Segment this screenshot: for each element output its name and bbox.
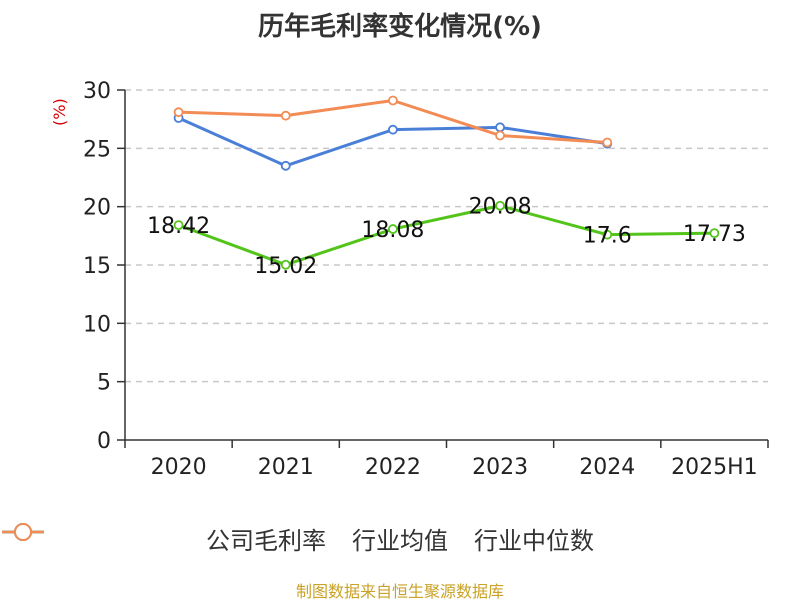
data-point — [495, 122, 505, 133]
x-tick-label: 2021 — [258, 455, 314, 480]
data-label: 17.6 — [583, 224, 632, 249]
y-tick-label: 25 — [83, 137, 111, 162]
legend-item[interactable]: 行业均值 — [2, 521, 448, 556]
y-tick-label: 20 — [83, 196, 111, 221]
series-points — [173, 95, 720, 270]
data-point — [495, 130, 505, 141]
x-tick-label: 2020 — [151, 455, 207, 480]
y-tick-label: 15 — [83, 254, 111, 279]
data-point — [495, 200, 505, 211]
data-label: 18.08 — [361, 218, 424, 243]
data-point — [173, 220, 184, 231]
data-label: 17.73 — [683, 222, 746, 247]
data-label: 18.42 — [147, 214, 210, 239]
legend-label: 行业均值 — [352, 526, 448, 555]
data-point — [388, 224, 398, 234]
x-tick-label: 2024 — [579, 455, 635, 480]
data-point — [602, 137, 613, 148]
data-point — [388, 124, 398, 135]
y-tick-label: 5 — [97, 371, 111, 396]
chart-title: 历年毛利率变化情况(%) — [258, 12, 542, 42]
y-tick-label: 0 — [97, 429, 111, 454]
legend-swatch-marker — [14, 523, 32, 541]
data-point — [602, 229, 613, 240]
y-tick-label: 10 — [83, 312, 111, 337]
axes: 0 5 10 15 20 25 30 2020 2021 2022 2023 2024 2025H1 — [83, 79, 769, 480]
data-point — [173, 107, 184, 118]
data-point — [709, 228, 720, 239]
x-tick-label: 2022 — [365, 455, 421, 480]
data-point — [280, 259, 291, 270]
legend-item[interactable]: 公司毛利率 — [2, 521, 326, 556]
series-line-2 — [178, 99, 608, 144]
legend: 公司毛利率 行业均值 行业中位数 — [0, 520, 800, 556]
data-labels: 18.42 15.02 18.08 20.08 17.6 17.73 — [147, 195, 746, 279]
source-note: 制图数据来自恒生聚源数据库 — [295, 582, 504, 601]
series-lines — [177, 99, 715, 267]
legend-label: 行业中位数 — [474, 526, 594, 555]
data-point — [280, 160, 291, 171]
y-tick-label: 30 — [83, 79, 111, 104]
gridlines — [125, 89, 768, 383]
data-label: 20.08 — [469, 195, 532, 220]
legend-swatch — [2, 523, 44, 541]
data-label: 15.02 — [254, 254, 317, 279]
x-tick-label: 2023 — [472, 455, 528, 480]
legend-label: 公司毛利率 — [206, 526, 326, 555]
x-tick-label: 2025H1 — [671, 455, 758, 480]
legend-item[interactable]: 行业中位数 — [2, 521, 594, 556]
data-point — [280, 110, 291, 121]
series-line-0 — [178, 204, 715, 267]
data-point — [388, 95, 398, 106]
